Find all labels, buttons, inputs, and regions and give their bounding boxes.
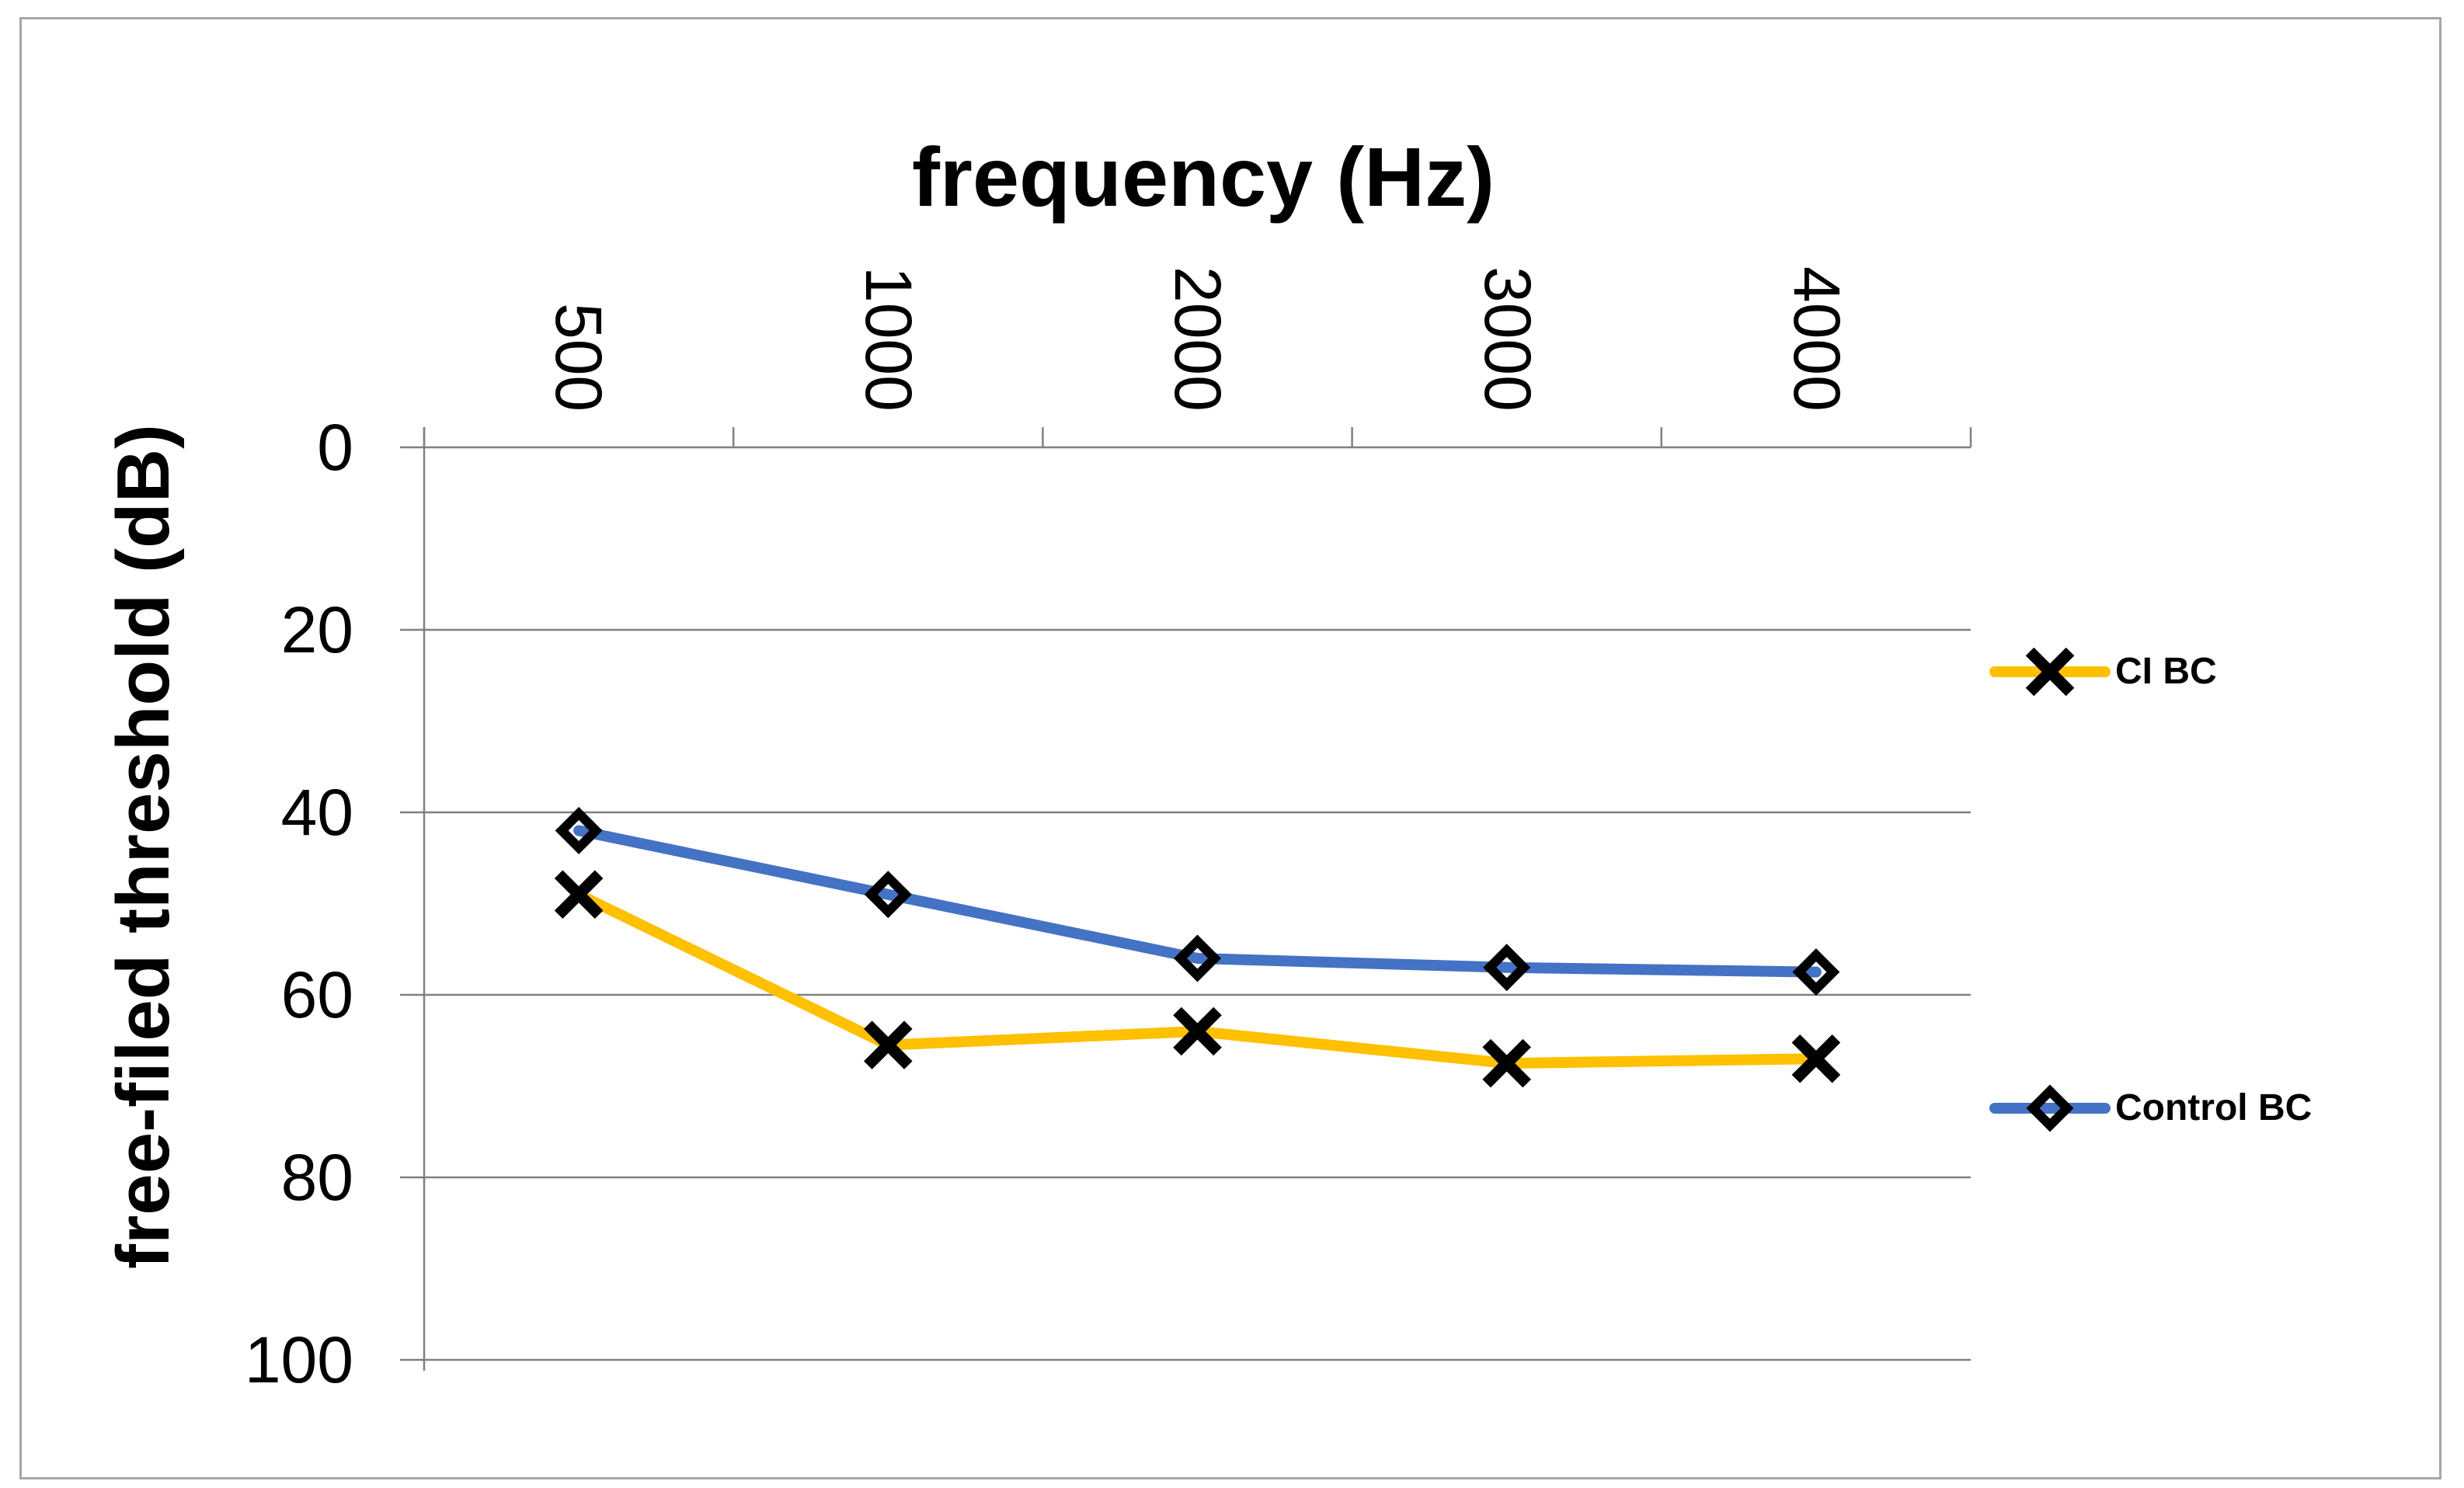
x-tick-label-500: 500 xyxy=(542,302,615,412)
x-tick-label-1000: 1000 xyxy=(852,266,925,412)
point-control-bc-3000-diamond-marker xyxy=(1483,944,1531,992)
point-ci-bc-500-x-marker xyxy=(554,870,604,920)
point-control-bc-1000-diamond-marker xyxy=(864,871,912,919)
point-ci-bc-4000-x-marker xyxy=(1791,1034,1841,1083)
point-ci-bc-1000-x-marker xyxy=(863,1020,913,1069)
point-control-bc-500-diamond-marker xyxy=(555,807,603,854)
point-control-bc-4000-diamond-marker xyxy=(1792,948,1840,996)
legend-label-ci-bc: CI BC xyxy=(2115,651,2217,692)
legend-x-marker xyxy=(2025,647,2075,697)
point-ci-bc-2000-x-marker xyxy=(1173,1006,1222,1056)
x-tick-label-4000: 4000 xyxy=(1780,266,1853,412)
legend-diamond-marker xyxy=(2026,1084,2074,1132)
point-control-bc-2000-diamond-marker xyxy=(1174,934,1221,982)
series-line-control-bc xyxy=(573,825,1822,978)
y-tick-label-100: 100 xyxy=(244,1323,353,1396)
y-tick-label-80: 80 xyxy=(280,1141,353,1214)
chart-title: frequency (Hz) xyxy=(911,130,1495,224)
x-tick-label-2000: 2000 xyxy=(1161,266,1234,412)
legend-label-control-bc: Control BC xyxy=(2115,1087,2313,1128)
x-tick-label-3000: 3000 xyxy=(1471,266,1544,412)
y-tick-label-20: 20 xyxy=(280,593,353,666)
point-ci-bc-3000-x-marker xyxy=(1482,1038,1532,1088)
y-tick-label-0: 0 xyxy=(317,411,353,484)
y-tick-label-40: 40 xyxy=(280,776,353,849)
y-tick-label-60: 60 xyxy=(280,958,353,1031)
